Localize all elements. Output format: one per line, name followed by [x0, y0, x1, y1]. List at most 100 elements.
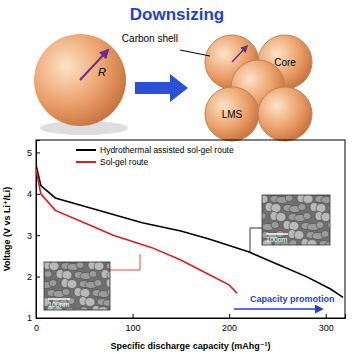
x-axis: 0 100 200 300 [34, 314, 346, 333]
x-tick-label: 0 [34, 323, 39, 333]
x-tick-label: 300 [319, 323, 334, 333]
y-axis-title: Voltage (V vs Li⁺/Li) [2, 187, 12, 272]
y-tick-mark [36, 194, 40, 195]
inset-particle [303, 213, 311, 220]
legend-label: Sol-gel route [100, 157, 148, 167]
legend-label: Hydrothermal assisted sol-gel route [100, 145, 234, 155]
inset-particle [271, 204, 281, 213]
inset-background [44, 262, 110, 310]
inset-particle [80, 289, 90, 298]
x-tick-mark [326, 314, 327, 318]
x-tick-label: 200 [222, 323, 237, 333]
annotation: Capacity promotion [250, 294, 335, 304]
inset-particle [321, 231, 329, 238]
x-tick: 300 [319, 314, 334, 333]
small-particle [258, 87, 312, 141]
inset-particle [89, 271, 97, 278]
plot-lines [36, 165, 343, 297]
x-tick: 100 [126, 314, 141, 333]
annotation-arrow [234, 308, 322, 310]
scale-bar [48, 298, 70, 300]
sem-inset: 100nm [258, 194, 338, 249]
legend-swatch [76, 149, 96, 151]
y-axis: 1 2 3 4 5 [27, 141, 40, 324]
inset-particle [106, 279, 110, 288]
radius-arrow [80, 50, 108, 80]
y-tick-label: 5 [27, 148, 32, 158]
shell-pointer [180, 50, 210, 56]
inset-particle [44, 271, 52, 278]
inset-particle [294, 231, 304, 240]
inset-particle [85, 298, 95, 307]
figure: Downsizing R Carbon shell Core LMS 0 100 200 300… [0, 0, 354, 354]
inset-background [262, 195, 330, 245]
inset-particle [262, 213, 266, 220]
inset-particle [321, 213, 330, 222]
x-tick: 200 [222, 314, 237, 333]
inset-particle [303, 195, 313, 204]
inset-particle [94, 262, 104, 271]
plot-frame [36, 140, 345, 318]
series-line [36, 165, 343, 297]
sem-inset: 100nm [40, 261, 120, 316]
inset-border [262, 195, 330, 245]
small-particle [205, 87, 259, 141]
y-tick: 1 [27, 313, 40, 323]
y-tick: 2 [27, 272, 40, 282]
core-label: Core [274, 57, 296, 68]
legend-entry: Sol-gel route [76, 157, 148, 167]
inset-particle [298, 204, 306, 211]
inset-particle [321, 197, 330, 204]
lms-label: LMS [222, 109, 243, 120]
shell-label: Carbon shell [122, 33, 178, 44]
scale-label: 100nm [266, 236, 288, 243]
inset-particle [107, 271, 110, 280]
y-tick: 5 [27, 148, 40, 158]
scale-label: 100nm [48, 301, 70, 308]
y-tick: 3 [27, 231, 40, 241]
downsizing-arrow [135, 74, 188, 102]
inset-particle [76, 262, 84, 269]
y-tick-mark [36, 277, 40, 278]
x-axis-line [37, 314, 346, 319]
inset-particle [49, 280, 57, 287]
inset-particle [62, 271, 72, 280]
series-line [36, 169, 237, 293]
y-tick: 4 [27, 189, 40, 199]
y-tick-label: 2 [27, 272, 32, 282]
inset-pointer [110, 254, 140, 270]
scale-bar [266, 233, 288, 235]
inset-particle [49, 262, 59, 271]
inset-particle [285, 195, 293, 202]
inset-particle [98, 307, 108, 311]
x-tick-label: 100 [126, 323, 141, 333]
inset-border [44, 262, 110, 310]
legend: Hydrothermal assisted sol-gel route Sol-g… [76, 145, 234, 167]
small-radius-arrow [232, 46, 247, 62]
inset-particle [289, 240, 297, 246]
inset-particle [262, 195, 268, 204]
inset-particle [316, 204, 326, 213]
inset-particle [107, 289, 110, 296]
legend-entry: Hydrothermal assisted sol-gel route [76, 145, 234, 155]
inset-particle [307, 240, 317, 246]
y-tick-mark [36, 318, 40, 319]
inset-particle [276, 213, 286, 222]
x-tick-mark [229, 314, 230, 318]
x-tick-mark [133, 314, 134, 318]
radius-label: R [98, 66, 106, 78]
inset-particle [62, 289, 70, 296]
legend-swatch [76, 161, 96, 163]
y-tick-label: 1 [27, 313, 32, 323]
large-particle [34, 34, 126, 126]
y-tick-mark [36, 235, 40, 236]
inset-particle [103, 300, 110, 307]
inset-particle [106, 263, 110, 270]
y-tick-label: 3 [27, 231, 32, 241]
diagram-title: Downsizing [130, 5, 224, 24]
y-tick-label: 4 [27, 189, 32, 199]
x-axis-title: Specific discharge capacity (mAhg⁻¹) [111, 341, 271, 351]
inset-particle [94, 280, 102, 287]
y-tick-mark [36, 152, 40, 153]
inset-particle [80, 307, 88, 311]
